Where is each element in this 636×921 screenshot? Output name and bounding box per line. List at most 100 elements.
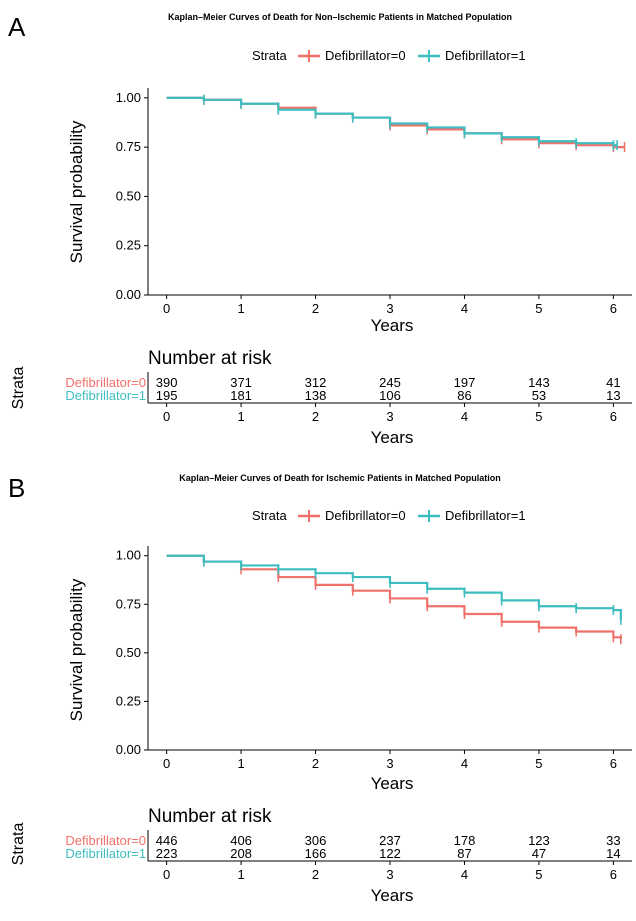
- panel-a-risk-label-defib1: Defibrillator=1: [65, 388, 146, 403]
- risk-value: 53: [532, 388, 546, 403]
- panel-a-risk-title: Number at risk: [148, 348, 272, 369]
- x-tick-label: 6: [610, 301, 617, 316]
- panel-b-label: B: [8, 473, 25, 503]
- risk-value: 178: [454, 833, 476, 848]
- panel-b-legend-title: Strata: [252, 508, 287, 523]
- y-tick-label: 0.75: [116, 596, 141, 611]
- x-tick-label: 6: [610, 756, 617, 771]
- panel-a-risk-xlabel: Years: [371, 428, 414, 447]
- panel-a-xlabel: Years: [371, 316, 414, 335]
- risk-value: 123: [528, 833, 550, 848]
- panel-a-legend: Strata Defibrillator=0 Defibrillator=1: [252, 48, 526, 63]
- y-tick-label: 1.00: [116, 548, 141, 563]
- y-tick-label: 0.00: [116, 742, 141, 757]
- panel-a-legend-defib1: Defibrillator=1: [445, 48, 526, 63]
- risk-x-tick-label: 0: [163, 409, 170, 424]
- risk-value: 237: [379, 833, 401, 848]
- x-tick-label: 5: [535, 301, 542, 316]
- risk-x-tick-label: 2: [312, 867, 319, 882]
- risk-value: 245: [379, 375, 401, 390]
- legend-key-defib1: [418, 50, 440, 62]
- panel-b: B Kaplan–Meier Curves of Death for Ische…: [8, 473, 632, 905]
- risk-x-tick-label: 5: [535, 409, 542, 424]
- panel-b-xlabel: Years: [371, 774, 414, 793]
- panel-a-risk-table: Number at risk Strata Defibrillator=0 De…: [10, 348, 632, 447]
- series-line-defib0: [166, 554, 622, 640]
- x-tick-label: 3: [386, 301, 393, 316]
- risk-value: 13: [606, 388, 620, 403]
- risk-value: 390: [156, 375, 178, 390]
- panel-b-risk-table: Number at risk Strata Defibrillator=0 De…: [10, 806, 632, 905]
- panel-a-risk-label-defib0: Defibrillator=0: [65, 375, 146, 390]
- y-tick-label: 0.25: [116, 238, 141, 253]
- y-tick-label: 0.50: [116, 188, 141, 203]
- risk-value: 138: [305, 388, 327, 403]
- panel-b-plot: 0.00 0.25 0.50 0.75 1.00 0 1 2 3 4 5 6: [116, 546, 632, 771]
- x-tick-label: 3: [386, 756, 393, 771]
- risk-x-tick-label: 6: [610, 867, 617, 882]
- panel-a-legend-defib0: Defibrillator=0: [325, 48, 406, 63]
- panel-a-ylabel: Survival probability: [67, 120, 86, 263]
- risk-value: 195: [156, 388, 178, 403]
- risk-value: 143: [528, 375, 550, 390]
- panel-b-risk-xlabel: Years: [371, 886, 414, 905]
- risk-value: 122: [379, 846, 401, 861]
- risk-value: 371: [230, 375, 252, 390]
- x-tick-label: 0: [163, 301, 170, 316]
- panel-a-legend-title: Strata: [252, 48, 287, 63]
- risk-value: 181: [230, 388, 252, 403]
- panel-a-title: Kaplan–Meier Curves of Death for Non–Isc…: [168, 12, 512, 22]
- panel-a-plot: 0.00 0.25 0.50 0.75 1.00 0 1 2 3 4 5 6: [116, 88, 632, 316]
- x-tick-label: 1: [237, 756, 244, 771]
- legend-key-defib0: [298, 510, 320, 522]
- risk-value: 166: [305, 846, 327, 861]
- risk-x-tick-label: 4: [461, 867, 468, 882]
- risk-value: 197: [454, 375, 476, 390]
- panel-b-ylabel: Survival probability: [67, 578, 86, 721]
- x-tick-label: 4: [461, 301, 468, 316]
- risk-value: 306: [305, 833, 327, 848]
- risk-value: 33: [606, 833, 620, 848]
- y-tick-label: 0.25: [116, 693, 141, 708]
- risk-x-tick-label: 1: [237, 409, 244, 424]
- risk-value: 446: [156, 833, 178, 848]
- risk-value: 86: [457, 388, 471, 403]
- series-line-defib1: [166, 96, 618, 147]
- panel-b-risk-label-defib0: Defibrillator=0: [65, 833, 146, 848]
- risk-value: 47: [532, 846, 546, 861]
- risk-x-tick-label: 3: [386, 409, 393, 424]
- panel-b-risk-label-defib1: Defibrillator=1: [65, 846, 146, 861]
- x-tick-label: 0: [163, 756, 170, 771]
- risk-value: 312: [305, 375, 327, 390]
- panel-a: A Kaplan–Meier Curves of Death for Non–I…: [8, 12, 632, 447]
- risk-value: 406: [230, 833, 252, 848]
- risk-x-tick-label: 3: [386, 867, 393, 882]
- panel-b-risk-title: Number at risk: [148, 806, 272, 827]
- risk-x-tick-label: 0: [163, 867, 170, 882]
- risk-value: 223: [156, 846, 178, 861]
- x-tick-label: 2: [312, 301, 319, 316]
- panel-a-risk-strata-label: Strata: [10, 367, 27, 410]
- risk-value: 14: [606, 846, 620, 861]
- legend-key-defib0: [298, 50, 320, 62]
- risk-x-tick-label: 4: [461, 409, 468, 424]
- y-tick-label: 0.50: [116, 645, 141, 660]
- y-tick-label: 1.00: [116, 90, 141, 105]
- x-tick-label: 2: [312, 756, 319, 771]
- legend-key-defib1: [418, 510, 440, 522]
- y-tick-label: 0.00: [116, 287, 141, 302]
- panel-a-label: A: [8, 12, 26, 42]
- panel-b-legend: Strata Defibrillator=0 Defibrillator=1: [252, 508, 526, 523]
- risk-x-tick-label: 6: [610, 409, 617, 424]
- x-tick-label: 4: [461, 756, 468, 771]
- risk-value: 106: [379, 388, 401, 403]
- panel-b-title: Kaplan–Meier Curves of Death for Ischemi…: [179, 473, 501, 483]
- panel-b-legend-defib0: Defibrillator=0: [325, 508, 406, 523]
- risk-x-tick-label: 1: [237, 867, 244, 882]
- risk-x-tick-label: 2: [312, 409, 319, 424]
- risk-x-tick-label: 5: [535, 867, 542, 882]
- x-tick-label: 5: [535, 756, 542, 771]
- y-tick-label: 0.75: [116, 139, 141, 154]
- risk-value: 87: [457, 846, 471, 861]
